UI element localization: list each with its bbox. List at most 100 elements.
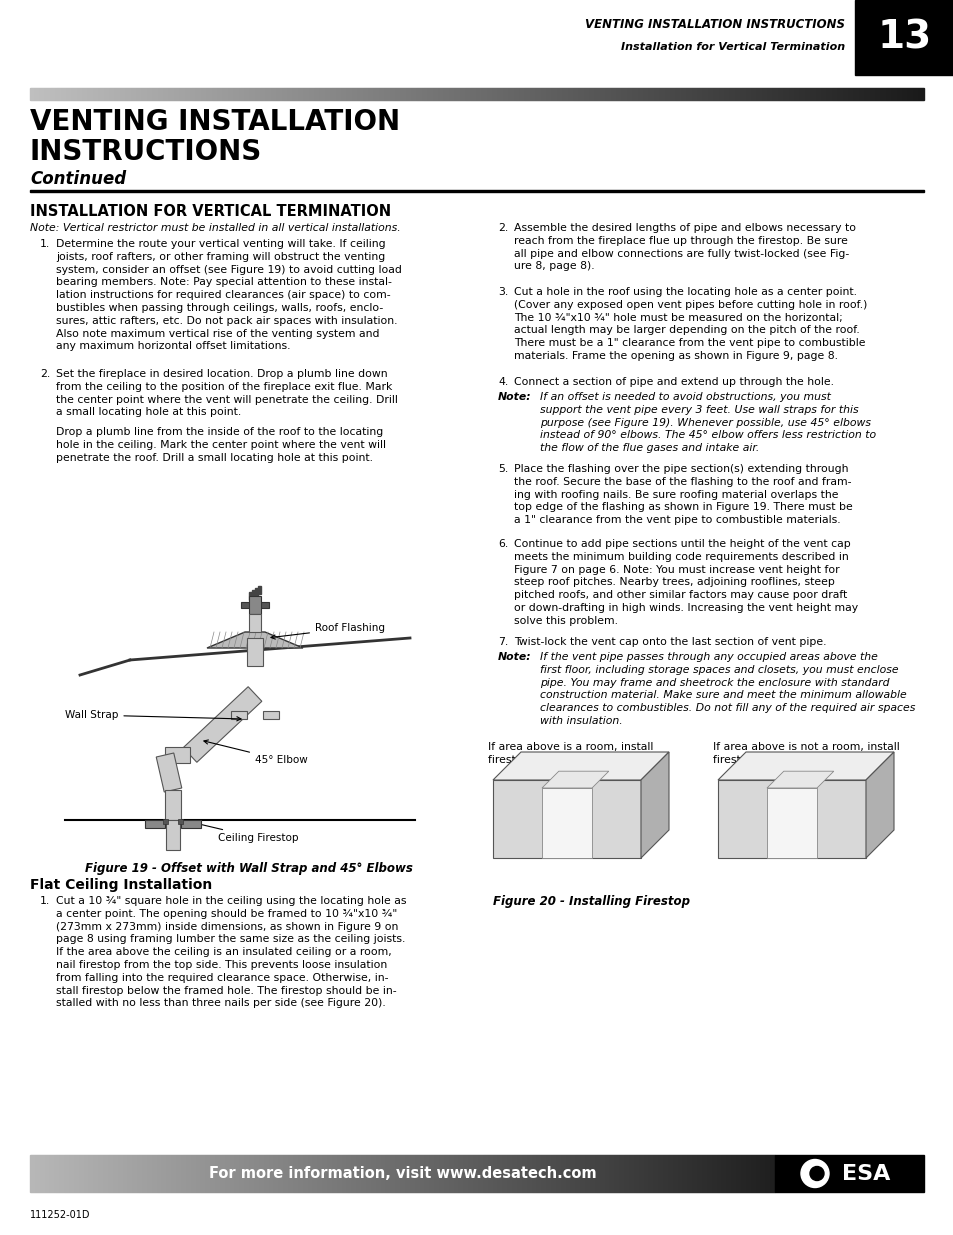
Bar (631, 1155, 633, 1192)
Bar (492, 1155, 493, 1192)
Bar (509, 88, 510, 100)
Bar (283, 88, 284, 100)
Bar (672, 88, 673, 100)
Bar (911, 88, 912, 100)
Bar (481, 88, 482, 100)
Bar (147, 1155, 148, 1192)
Bar (360, 1155, 361, 1192)
Bar (482, 88, 483, 100)
Bar (326, 88, 327, 100)
Bar (764, 88, 765, 100)
Bar (227, 88, 228, 100)
Bar (762, 1155, 763, 1192)
Bar (501, 88, 502, 100)
Bar (180, 1155, 181, 1192)
Bar (73, 88, 74, 100)
Bar (673, 88, 675, 100)
Bar (291, 88, 292, 100)
Bar (125, 88, 126, 100)
Bar (164, 88, 165, 100)
Bar (382, 1155, 384, 1192)
Bar (414, 88, 415, 100)
Text: 2.: 2. (497, 224, 508, 233)
Bar (878, 88, 879, 100)
Bar (153, 88, 154, 100)
Bar (204, 88, 205, 100)
Bar (338, 1155, 339, 1192)
Bar (211, 88, 212, 100)
Bar (344, 88, 345, 100)
Bar (889, 88, 890, 100)
Bar (537, 1155, 538, 1192)
Bar (363, 1155, 364, 1192)
Bar (247, 1155, 248, 1192)
Bar (542, 88, 543, 100)
Bar (329, 1155, 330, 1192)
Bar (243, 1155, 244, 1192)
Bar (453, 88, 454, 100)
Bar (630, 88, 631, 100)
Bar (854, 0, 953, 75)
Bar (236, 1155, 237, 1192)
Bar (350, 88, 351, 100)
Bar (181, 88, 182, 100)
Bar (910, 88, 911, 100)
Bar (675, 88, 676, 100)
Bar (32, 1155, 33, 1192)
Bar (266, 88, 267, 100)
Bar (741, 88, 742, 100)
Bar (192, 88, 193, 100)
Bar (595, 88, 596, 100)
Bar (749, 88, 750, 100)
Bar (77, 88, 78, 100)
Text: Roof Flashing: Roof Flashing (271, 622, 385, 638)
Bar (188, 88, 189, 100)
Bar (512, 1155, 513, 1192)
Bar (245, 88, 246, 100)
Bar (248, 1155, 249, 1192)
Bar (182, 1155, 183, 1192)
Bar (392, 88, 393, 100)
Bar (58, 1155, 59, 1192)
Bar (732, 1155, 733, 1192)
Polygon shape (183, 687, 261, 762)
Bar (408, 88, 409, 100)
Bar (879, 88, 880, 100)
Bar (75, 88, 76, 100)
Bar (358, 1155, 359, 1192)
Bar (491, 1155, 492, 1192)
Bar (480, 1155, 481, 1192)
Bar (108, 1155, 109, 1192)
Bar (638, 1155, 639, 1192)
Bar (104, 88, 105, 100)
Bar (91, 1155, 92, 1192)
Text: 6.: 6. (497, 538, 508, 550)
Text: 5.: 5. (497, 464, 508, 474)
Bar (782, 88, 783, 100)
Bar (68, 1155, 69, 1192)
Bar (352, 1155, 353, 1192)
Bar (61, 88, 62, 100)
Bar (818, 88, 820, 100)
Bar (716, 1155, 717, 1192)
Bar (812, 88, 813, 100)
Bar (717, 1155, 718, 1192)
Bar (523, 1155, 524, 1192)
Bar (652, 88, 654, 100)
Bar (746, 88, 747, 100)
Bar (560, 1155, 561, 1192)
Text: Note:: Note: (497, 652, 531, 662)
Bar (249, 597, 261, 614)
Bar (254, 88, 255, 100)
Bar (506, 88, 507, 100)
Bar (332, 88, 333, 100)
Bar (809, 88, 810, 100)
Bar (30, 88, 32, 100)
Bar (214, 1155, 215, 1192)
Bar (691, 1155, 692, 1192)
Bar (754, 88, 755, 100)
Bar (85, 88, 86, 100)
Bar (289, 88, 290, 100)
Bar (513, 1155, 514, 1192)
Bar (172, 1155, 173, 1192)
